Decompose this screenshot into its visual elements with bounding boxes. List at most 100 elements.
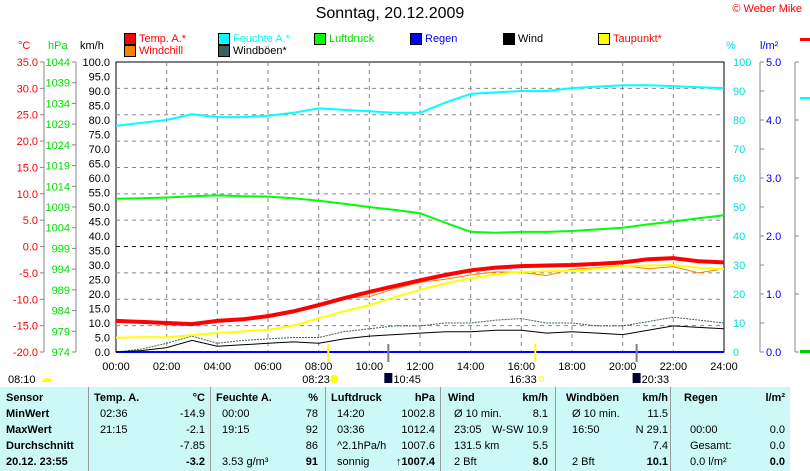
table-cell: 2 Bft — [454, 456, 477, 468]
table-cell: -14.9 — [179, 408, 205, 420]
pressure-tick: 979 — [52, 326, 70, 338]
table-cell: 11.5 — [647, 408, 668, 420]
legend-swatch — [124, 33, 136, 45]
legend-swatch — [410, 33, 422, 45]
legend-item: Windchill — [124, 45, 183, 57]
next-panel-edge — [800, 38, 810, 41]
table-cell: 0.0 — [769, 456, 785, 468]
humidity-unit: % — [726, 40, 736, 52]
wind-unit: km/h — [80, 40, 104, 52]
pressure-tick: 1004 — [46, 223, 70, 235]
wind-tick: 30.0 — [89, 260, 110, 272]
moonset-icon — [632, 373, 641, 383]
series-taupunkt — [115, 263, 725, 339]
wind-tick: 20.0 — [89, 289, 110, 301]
humidity-tick: 60 — [733, 173, 745, 185]
table-cell: 0.0 l/m² — [690, 456, 727, 468]
temp-tick: 30.0 — [17, 83, 38, 95]
table-cell: Gesamt: — [690, 440, 732, 452]
rain-tick: 3.0 — [766, 173, 781, 185]
table-cell: 00:00 — [222, 408, 250, 420]
legend-item: Taupunkt* — [598, 33, 662, 45]
pressure-tick: 984 — [52, 306, 70, 318]
event-time: 08:23 — [302, 374, 330, 386]
pressure-tick: 999 — [52, 243, 70, 255]
table-cell: 00:00 — [690, 424, 718, 436]
table-cell: l/m² — [765, 392, 785, 404]
table-cell: % — [308, 392, 318, 404]
table-cell: 86 — [305, 440, 318, 452]
rain-tick: 1.0 — [766, 289, 781, 301]
wind-tick: 35.0 — [89, 246, 110, 258]
pressure-unit: hPa — [48, 40, 68, 52]
series-feuchte-a- — [115, 84, 725, 127]
legend-swatch — [124, 45, 136, 57]
temp-tick: -10.0 — [13, 294, 38, 306]
wind-tick: 95.0 — [89, 72, 110, 84]
table-cell: Durchschnitt — [6, 440, 74, 452]
legend-label: Feuchte A.* — [233, 33, 290, 45]
legend-swatch — [218, 45, 230, 57]
x-tick: 16:00 — [508, 361, 536, 373]
table-cell: 92 — [305, 424, 318, 436]
table-cell: MaxWert — [6, 424, 52, 436]
table-cell: 20.12. 23:55 — [6, 456, 68, 468]
table-cell: Temp. A. — [94, 392, 140, 404]
series-luftdruck — [115, 194, 725, 234]
table-cell: -7.85 — [179, 440, 205, 452]
x-tick: 20:00 — [609, 361, 637, 373]
temp-tick: 20.0 — [17, 136, 38, 148]
rain-tick: 2.0 — [766, 231, 781, 243]
wind-tick: 25.0 — [89, 275, 110, 287]
moon-icon — [42, 378, 52, 382]
x-tick: 02:00 — [153, 361, 181, 373]
temp-tick: 0.0 — [23, 242, 38, 254]
legend-swatch — [218, 33, 230, 45]
legend-label: Temp. A.* — [139, 33, 187, 45]
table-cell: 03:36 — [337, 424, 365, 436]
x-tick: 14:00 — [457, 361, 485, 373]
stats-table: Sensor Temp. A. °C Feuchte A.% Luftdruck hPa W… — [0, 387, 790, 471]
column-divider — [555, 387, 556, 471]
legend-item: Windböen* — [218, 45, 287, 57]
legend-swatch — [598, 33, 610, 45]
temp-tick: -15.0 — [13, 321, 38, 333]
table-cell: hPa — [414, 392, 435, 404]
humidity-tick: 90 — [733, 86, 745, 98]
pressure-tick: 1014 — [46, 181, 70, 193]
table-cell: 7.4 — [652, 440, 668, 452]
table-cell: ^2.1hPa/h — [337, 440, 387, 452]
x-tick: 08:00 — [305, 361, 333, 373]
table-cell: -3.2 — [186, 456, 205, 468]
wind-tick: 45.0 — [89, 217, 110, 229]
legend-swatch — [503, 33, 515, 45]
table-cell: Regen — [684, 392, 718, 404]
rain-unit: l/m² — [760, 40, 779, 52]
wind-tick: 55.0 — [89, 188, 110, 200]
table-cell: 23:05 — [454, 424, 482, 436]
temp-tick: 10.0 — [17, 189, 38, 201]
column-divider — [210, 387, 211, 471]
table-cell: Windböen — [566, 392, 620, 404]
column-divider — [440, 387, 441, 471]
x-tick: 06:00 — [254, 361, 282, 373]
event-time: 16:33 — [509, 374, 537, 386]
pressure-tick: 1024 — [46, 140, 70, 152]
temp-tick: 25.0 — [17, 110, 38, 122]
legend-item: Temp. A.* — [124, 33, 186, 45]
humidity-tick: 10 — [733, 318, 745, 330]
pressure-tick: 974 — [52, 347, 70, 359]
table-cell: 1007.6 — [401, 440, 435, 452]
wind-tick: 80.0 — [89, 115, 110, 127]
wind-tick: 100.0 — [82, 57, 110, 69]
table-cell: 131.5 km — [454, 440, 500, 452]
wind-tick: 85.0 — [89, 101, 110, 113]
table-cell: Ø 10 min. — [454, 408, 502, 420]
wind-tick: 65.0 — [89, 159, 110, 171]
wind-tick: 60.0 — [89, 173, 110, 185]
humidity-tick: 100 — [733, 57, 751, 69]
table-cell: Ø 10 min. — [572, 408, 620, 420]
table-cell: 0.0 — [769, 424, 785, 436]
event-time: 08:10 — [8, 374, 36, 386]
table-cell: km/h — [522, 392, 548, 404]
